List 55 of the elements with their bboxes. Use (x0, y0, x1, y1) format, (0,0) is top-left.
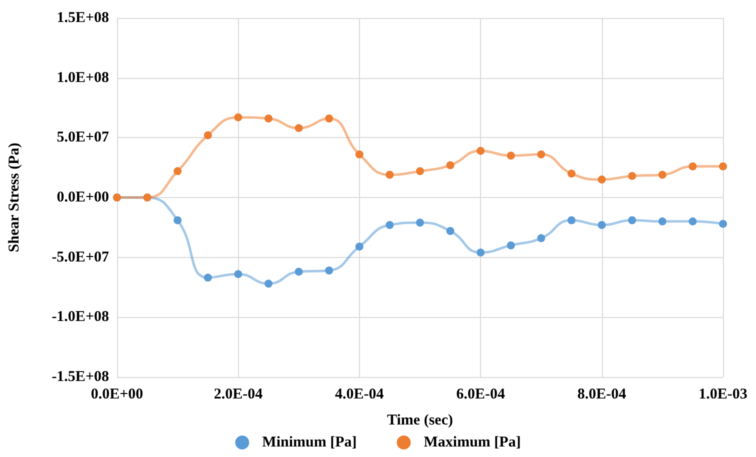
legend-label: Minimum [Pa] (262, 434, 357, 450)
point (658, 170, 666, 179)
point (204, 274, 212, 282)
point (598, 176, 606, 184)
point (234, 113, 242, 122)
point (568, 216, 576, 224)
point (688, 217, 697, 226)
point (688, 162, 697, 170)
x-tick-label: 6.0E-04 (456, 386, 506, 402)
point (204, 131, 212, 140)
point (355, 242, 364, 251)
x-tick-label: 8.0E-04 (577, 386, 627, 402)
y-tick-label: -1.0E+08 (52, 309, 109, 326)
point (325, 114, 334, 123)
point (537, 150, 546, 158)
point (658, 217, 666, 226)
point (446, 227, 454, 236)
point (719, 162, 727, 170)
point (506, 241, 515, 250)
y-tick-label: 5.0E+07 (56, 130, 110, 146)
point (174, 216, 182, 224)
point (325, 266, 334, 274)
y-axis-title: Shear Stress (Pa) (6, 142, 22, 252)
point (568, 170, 576, 178)
x-tick-label: 0.0E+00 (90, 386, 144, 402)
point (446, 161, 454, 170)
y-tick-label: -5.0E+07 (52, 249, 110, 266)
point (506, 152, 515, 160)
point (476, 146, 485, 155)
x-axis-title: Time (sec) (387, 412, 453, 428)
point (174, 167, 182, 176)
point (294, 268, 303, 276)
point (386, 221, 394, 230)
point (386, 170, 394, 179)
point (416, 218, 424, 227)
point (234, 270, 242, 278)
x-tick-label: 2.0E-04 (214, 386, 264, 402)
point (628, 216, 636, 224)
point (628, 172, 636, 180)
y-tick-label: 1.5E+08 (56, 10, 109, 26)
point (537, 234, 546, 242)
point (476, 248, 485, 257)
y-tick-label: 1.0E+08 (56, 70, 109, 86)
point (264, 114, 272, 123)
point (719, 220, 727, 228)
point (416, 167, 424, 176)
point (294, 124, 303, 132)
x-tick-label: 1.0E-03 (698, 386, 748, 402)
x-tick-label: 4.0E-04 (335, 386, 384, 402)
point (264, 280, 272, 288)
point (598, 221, 606, 230)
y-tick-label: 0.0E+00 (56, 190, 109, 206)
legend-label: Maximum [Pa] (424, 434, 521, 450)
point (355, 150, 364, 158)
y-tick-label: -1.5E+08 (52, 369, 109, 385)
